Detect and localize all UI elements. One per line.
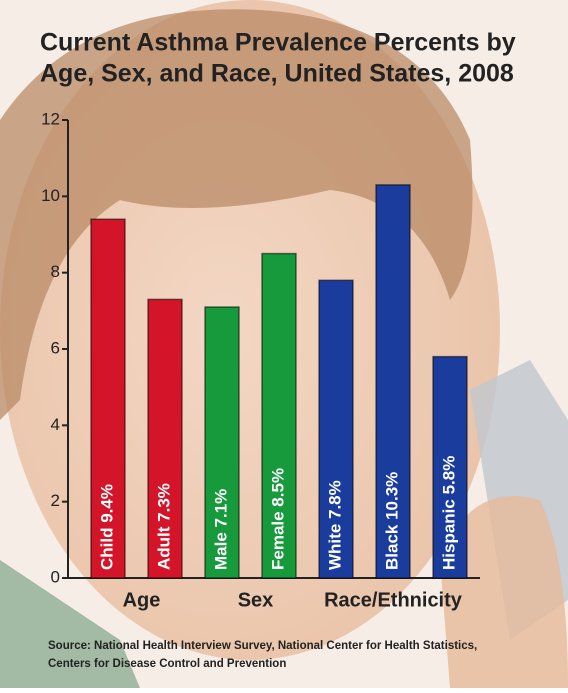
- y-tick-label: 6: [51, 338, 60, 357]
- value-label: Female 8.5%: [268, 468, 287, 570]
- chart-title: Current Asthma Prevalence Percents by: [40, 29, 516, 57]
- y-tick-label: 12: [41, 109, 60, 128]
- value-label: Male 7.1%: [211, 489, 230, 570]
- value-label: Adult 7.3%: [154, 483, 173, 570]
- y-tick-label: 8: [51, 262, 60, 281]
- y-tick-label: 10: [41, 186, 60, 205]
- y-tick-label: 2: [51, 491, 60, 510]
- chart-title: Age, Sex, and Race, United States, 2008: [40, 60, 514, 88]
- value-label: Black 10.3%: [382, 472, 401, 570]
- value-label: White 7.8%: [325, 480, 344, 570]
- group-label: Race/Ethnicity: [324, 589, 463, 611]
- group-label: Age: [123, 589, 161, 611]
- source: Source: National Health Interview Survey…: [48, 640, 477, 652]
- group-label: Sex: [238, 589, 274, 611]
- value-label: Child 9.4%: [97, 484, 116, 570]
- y-tick-label: 4: [51, 415, 60, 434]
- chart: Current Asthma Prevalence Percents by Ag…: [0, 0, 568, 688]
- source: Centers for Disease Control and Preventi…: [48, 658, 286, 670]
- value-label: Hispanic 5.8%: [439, 456, 458, 570]
- y-tick-label: 0: [51, 567, 60, 586]
